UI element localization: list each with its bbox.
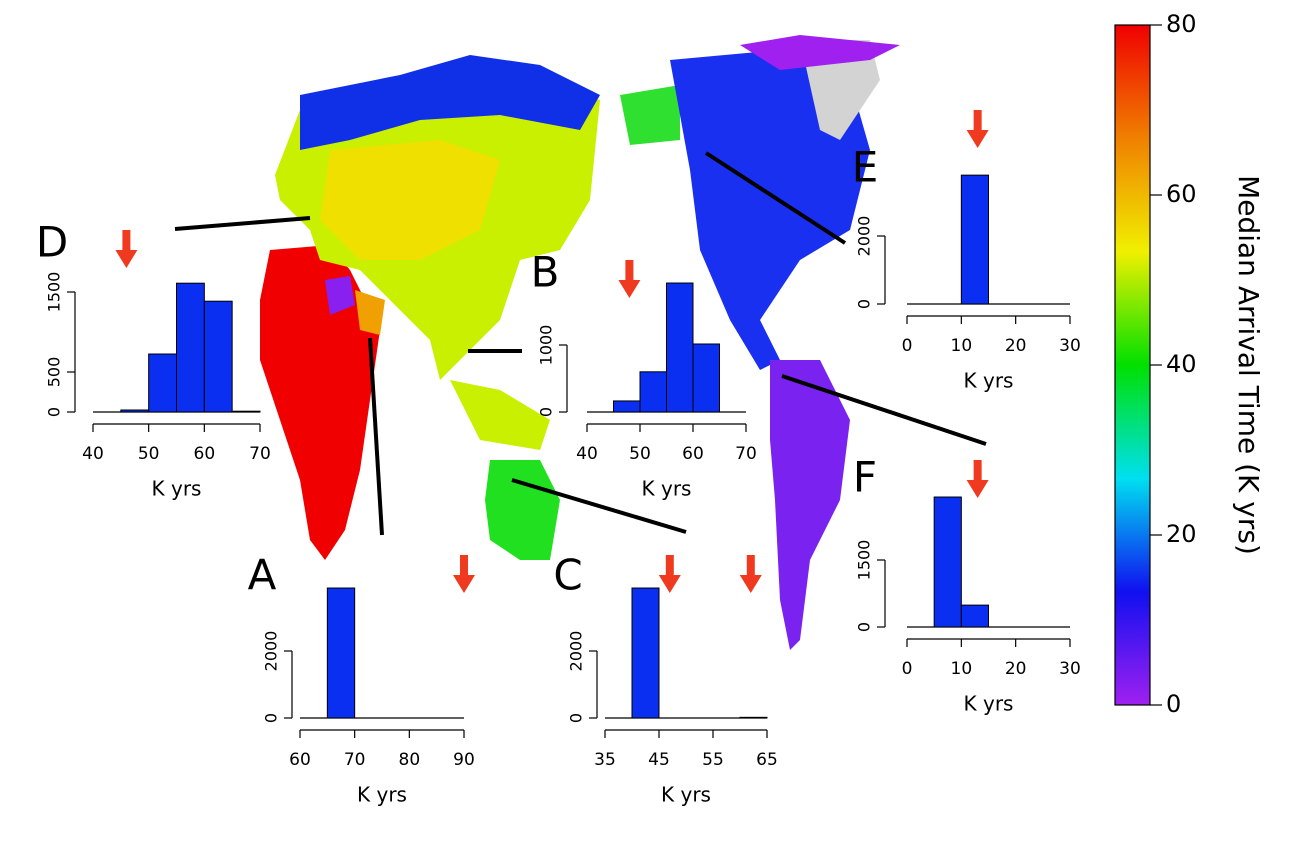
x-tick-label: 70 [344, 750, 366, 770]
bar [148, 353, 178, 413]
x-tick-label: 20 [1005, 659, 1027, 679]
connector [704, 151, 847, 245]
panel-label: D [36, 218, 68, 267]
y-tick-label: 1000 [537, 325, 556, 366]
x-tick-label: 10 [951, 659, 973, 679]
x-tick-label: 60 [194, 444, 216, 464]
colorbar-label: Median Arrival Time (K yrs) [1232, 175, 1265, 555]
panel-label: B [531, 248, 560, 297]
colorbar-tick-label: 80 [1166, 10, 1197, 38]
bar [933, 496, 962, 628]
map-region [355, 290, 385, 335]
x-tick-label: 80 [399, 750, 421, 770]
bar [176, 282, 205, 413]
bar [639, 371, 667, 413]
map-region [770, 360, 850, 650]
x-tick-label: 35 [594, 750, 616, 770]
bar [631, 587, 660, 719]
panel-label: F [853, 453, 877, 502]
bar [960, 604, 989, 628]
y-tick-label: 2000 [262, 631, 281, 672]
x-tick-label: 30 [1059, 659, 1081, 679]
x-axis-label: K yrs [661, 783, 711, 807]
observed-arrow [739, 555, 762, 593]
y-tick-label: 2000 [567, 631, 586, 672]
bar [739, 716, 768, 719]
y-tick-label: 0 [537, 407, 556, 417]
y-tick-label: 0 [262, 713, 281, 723]
map-region [325, 276, 355, 315]
map-region [485, 460, 560, 560]
observed-arrow [966, 110, 989, 148]
y-tick-label: 0 [45, 407, 64, 417]
y-tick-label: 1500 [855, 540, 874, 581]
x-tick-label: 60 [682, 444, 704, 464]
map-region [260, 245, 380, 560]
world-map [260, 35, 900, 650]
x-tick-label: 0 [902, 336, 913, 356]
map-region [620, 85, 680, 145]
bar [613, 400, 641, 413]
bar [666, 282, 694, 413]
map-region [450, 380, 550, 450]
x-axis-label: K yrs [964, 692, 1014, 716]
connector [511, 478, 687, 534]
x-tick-label: 60 [289, 750, 311, 770]
colorbar-tick-label: 60 [1166, 180, 1197, 208]
connector-lines [174, 151, 987, 536]
x-tick-label: 50 [138, 444, 160, 464]
map-region [320, 140, 500, 260]
y-tick-label: 0 [855, 299, 874, 309]
x-tick-label: 70 [735, 444, 757, 464]
colorbar-tick-label: 20 [1166, 520, 1197, 548]
panel-label: C [553, 551, 582, 600]
x-tick-label: 30 [1059, 336, 1081, 356]
panel-label: E [852, 143, 879, 192]
x-tick-label: 40 [576, 444, 598, 464]
connector [174, 216, 311, 231]
x-tick-label: 20 [1005, 336, 1027, 356]
x-axis-label: K yrs [964, 369, 1014, 393]
y-tick-label: 2000 [855, 216, 874, 257]
observed-arrow [618, 260, 641, 298]
panel-label: A [248, 551, 277, 600]
x-axis-label: K yrs [357, 783, 407, 807]
bar [120, 409, 150, 413]
observed-arrow [966, 460, 989, 498]
x-tick-label: 40 [82, 444, 104, 464]
y-tick-label: 0 [855, 622, 874, 632]
y-tick-label: 500 [45, 357, 64, 388]
bar [960, 174, 989, 305]
observed-arrow [658, 555, 681, 593]
bar [231, 410, 261, 413]
x-tick-label: 50 [629, 444, 651, 464]
bar [692, 343, 720, 413]
x-tick-label: 45 [648, 750, 670, 770]
observed-arrow [453, 555, 475, 593]
observed-arrow [115, 230, 138, 268]
map-region [740, 35, 900, 70]
y-tick-label: 0 [567, 713, 586, 723]
x-tick-label: 90 [453, 750, 475, 770]
x-tick-label: 55 [702, 750, 724, 770]
x-tick-label: 65 [756, 750, 778, 770]
colorbar-tick-label: 0 [1166, 690, 1181, 718]
x-tick-label: 10 [951, 336, 973, 356]
x-axis-label: K yrs [152, 477, 202, 501]
map-region [300, 55, 600, 150]
bar [203, 300, 233, 413]
bar [326, 587, 356, 719]
connector [368, 337, 384, 536]
y-tick-label: 1500 [45, 272, 64, 313]
colorbar [1114, 24, 1151, 706]
x-tick-label: 70 [249, 444, 271, 464]
x-axis-label: K yrs [642, 477, 692, 501]
colorbar-tick-label: 40 [1166, 350, 1197, 378]
x-tick-label: 0 [902, 659, 913, 679]
connector [781, 374, 987, 446]
